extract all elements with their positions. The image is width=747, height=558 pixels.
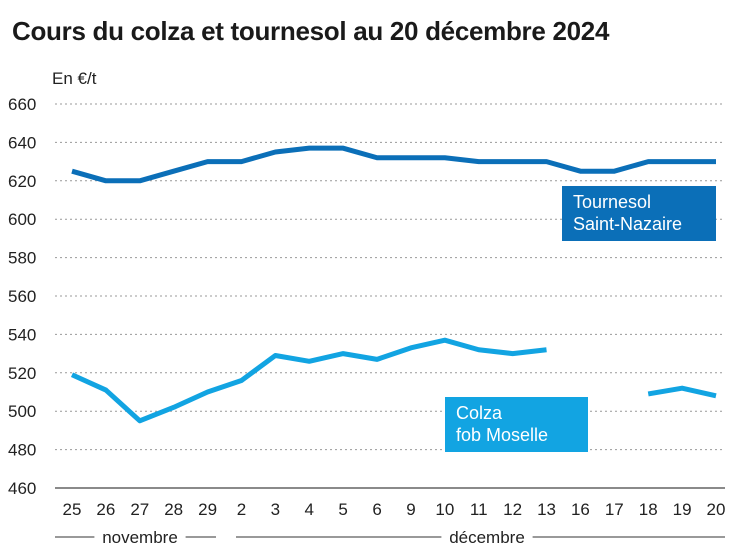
y-tick-label: 480: [8, 441, 36, 460]
series-label-box: [445, 397, 588, 452]
x-tick-label: 20: [707, 500, 726, 519]
x-tick-label: 4: [305, 500, 314, 519]
x-tick-label: 6: [372, 500, 381, 519]
series-label-text: Tournesol: [573, 192, 651, 212]
x-tick-label: 28: [164, 500, 183, 519]
x-tick-label: 2: [237, 500, 246, 519]
y-tick-label: 460: [8, 479, 36, 498]
colza-line: [647, 385, 717, 399]
x-tick-label: 9: [406, 500, 415, 519]
y-tick-label: 660: [8, 95, 36, 114]
series-label-text: Colza: [456, 403, 503, 423]
y-tick-label: 540: [8, 325, 36, 344]
x-tick-label: 17: [605, 500, 624, 519]
x-tick-label: 3: [271, 500, 280, 519]
y-tick-label: 500: [8, 402, 36, 421]
y-tick-label: 520: [8, 364, 36, 383]
y-tick-label: 600: [8, 210, 36, 229]
y-axis-unit-label: En €/t: [52, 69, 97, 88]
series-label-text: fob Moselle: [456, 425, 548, 445]
series-label-box: [562, 186, 716, 241]
y-tick-label: 580: [8, 249, 36, 268]
x-tick-label: 19: [673, 500, 692, 519]
x-tick-label: 12: [503, 500, 522, 519]
month-label: novembre: [102, 528, 178, 547]
month-label: décembre: [449, 528, 525, 547]
chart-title: Cours du colza et tournesol au 20 décemb…: [12, 16, 610, 46]
x-tick-label: 26: [96, 500, 115, 519]
y-tick-label: 560: [8, 287, 36, 306]
x-tick-label: 13: [537, 500, 556, 519]
x-tick-label: 5: [338, 500, 347, 519]
x-tick-label: 27: [130, 500, 149, 519]
x-tick-label: 18: [639, 500, 658, 519]
y-tick-label: 640: [8, 133, 36, 152]
tournesol-line: [71, 145, 716, 184]
y-tick-label: 620: [8, 172, 36, 191]
x-tick-label: 25: [63, 500, 82, 519]
x-tick-label: 29: [198, 500, 217, 519]
x-tick-label: 16: [571, 500, 590, 519]
series-label-text: Saint-Nazaire: [573, 214, 682, 234]
x-tick-label: 11: [470, 500, 488, 519]
x-tick-label: 10: [435, 500, 454, 519]
colza-line: [70, 337, 547, 424]
